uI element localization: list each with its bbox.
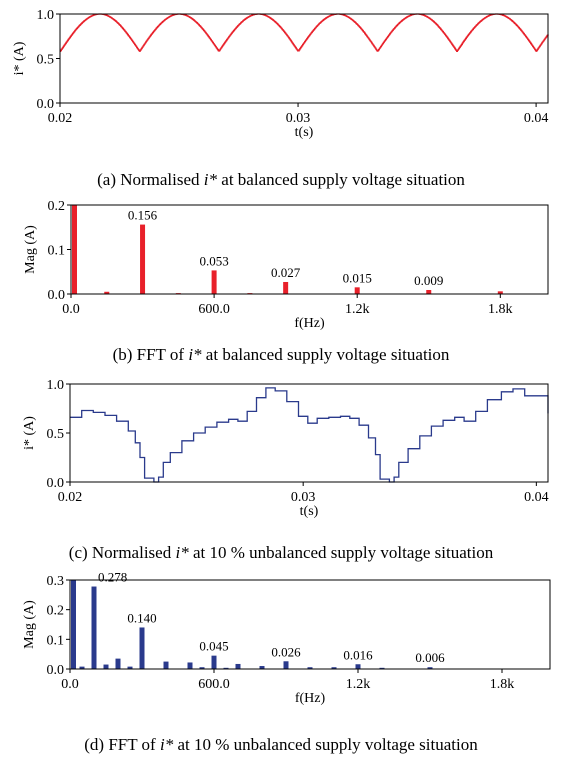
- chart-d-ytick-label: 0.3: [47, 574, 65, 589]
- chart-b-xtick-label: 0.0: [62, 302, 80, 317]
- chart-d-bar-1300hz: [379, 667, 385, 669]
- chart-b-data-label-1500hz: 0.009: [414, 273, 443, 288]
- caption-a: (a) Normalised i* at balanced supply vol…: [0, 170, 562, 190]
- caption-a-prefix: (a) Normalised: [97, 170, 204, 189]
- chart-a-ytick-label: 0.0: [37, 97, 55, 112]
- chart-c-series-line: [70, 387, 549, 483]
- chart-d-bar-500hz: [187, 662, 193, 669]
- caption-c: (c) Normalised i* at 10 % unbalanced sup…: [0, 543, 562, 563]
- chart-d-data-label-100hz: 0.278: [98, 570, 127, 585]
- chart-b-bar-900hz: [283, 281, 289, 294]
- chart-d-xtick-label: 600.0: [198, 677, 230, 692]
- chart-c-ytick-label: 1.0: [47, 378, 65, 393]
- chart-d-ytick-label: 0.0: [47, 663, 65, 678]
- chart-a-x-axis-label: t(s): [295, 125, 314, 140]
- chart-d-bar-1100hz: [331, 667, 337, 669]
- chart-d-data-label-900hz: 0.026: [271, 644, 301, 659]
- chart-c-xtick-label: 0.02: [58, 490, 83, 505]
- chart-a-xtick-label: 0.04: [524, 111, 549, 126]
- chart-b-bar-1800hz: [497, 291, 503, 294]
- chart-d-bar-1500hz: [427, 667, 433, 669]
- chart-d-bar-150hz: [103, 664, 109, 669]
- caption-b-suffix: at balanced supply voltage situation: [201, 345, 450, 364]
- chart-d-data-label-1200hz: 0.016: [343, 647, 373, 662]
- caption-b-prefix: (b) FFT of: [112, 345, 189, 364]
- chart-b-xtick-label: 1.2k: [345, 302, 370, 317]
- chart-d-y-axis-label: Mag (A): [22, 600, 37, 649]
- chart-d-bar-600hz: [211, 655, 217, 669]
- caption-d-suffix: at 10 % unbalanced supply voltage situat…: [173, 735, 478, 754]
- chart-a-series-line: [60, 13, 549, 53]
- chart-c-xtick-label: 0.04: [524, 490, 549, 505]
- chart-c-ytick-label: 0.0: [47, 476, 65, 491]
- chart-d-xtick-label: 1.8k: [490, 677, 515, 692]
- chart-b-bar-300hz: [140, 224, 146, 294]
- chart-b-ytick-label: 0.2: [48, 199, 66, 214]
- chart-d-bar-100hz: [91, 586, 97, 669]
- chart-a-ytick-label: 1.0: [37, 8, 55, 23]
- chart-d-data-label-300hz: 0.140: [127, 610, 156, 625]
- chart-a-xtick-label: 0.02: [48, 111, 73, 126]
- chart-d-ytick-label: 0.1: [47, 633, 65, 648]
- chart-b-bar-1500hz: [426, 289, 432, 294]
- caption-c-var: i*: [175, 543, 189, 562]
- caption-d: (d) FFT of i* at 10 % unbalanced supply …: [0, 735, 562, 755]
- chart-d-bar-550hz: [199, 667, 205, 669]
- chart-d-xtick-label: 1.2k: [346, 677, 371, 692]
- chart-b-bar-0hz: [72, 205, 77, 294]
- chart-b-bar-1200hz: [354, 287, 360, 294]
- chart-d-bar-800hz: [259, 666, 265, 669]
- caption-b-var: i*: [188, 345, 202, 364]
- chart-d-bar-250hz: [127, 666, 133, 669]
- chart-b-ytick-label: 0.0: [48, 288, 66, 303]
- chart-d-plot-frame: [69, 579, 551, 670]
- caption-a-var: i*: [203, 170, 218, 189]
- chart-b-y-axis-label: Mag (A): [23, 225, 38, 274]
- caption-a-suffix: at balanced supply voltage situation: [217, 170, 465, 189]
- chart-d-bar-200hz: [115, 658, 121, 669]
- chart-b-xtick-label: 1.8k: [488, 302, 513, 317]
- chart-d-bar-1000hz: [307, 667, 313, 669]
- chart-d-bar-700hz: [235, 663, 241, 669]
- chart-b-data-label-600hz: 0.053: [199, 253, 228, 268]
- chart-c-xtick-label: 0.03: [291, 490, 316, 505]
- chart-b-data-label-900hz: 0.027: [271, 265, 301, 280]
- caption-c-suffix: at 10 % unbalanced supply voltage situat…: [188, 543, 494, 562]
- chart-d-data-label-600hz: 0.045: [199, 639, 228, 654]
- chart-c-ytick-label: 0.5: [47, 427, 65, 442]
- caption-d-prefix: (d) FFT of: [84, 735, 160, 754]
- chart-d-bar-1200hz: [355, 664, 361, 669]
- chart-d-xtick-label: 0.0: [61, 677, 79, 692]
- chart-d-data-label-1500hz: 0.006: [415, 650, 445, 665]
- chart-c-x-axis-label: t(s): [300, 504, 319, 519]
- chart-c-y-axis-label: i* (A): [22, 416, 37, 450]
- chart-c-plot-frame: [69, 383, 549, 483]
- chart-a-xtick-label: 0.03: [286, 111, 311, 126]
- chart-b-bar-150hz: [104, 291, 110, 294]
- chart-b-bar-600hz: [211, 270, 217, 294]
- chart-b-data-label-1200hz: 0.015: [343, 270, 372, 285]
- chart-d-bar-0hz: [71, 580, 76, 669]
- caption-b: (b) FFT of i* at balanced supply voltage…: [0, 345, 562, 365]
- chart-a-y-axis-label: i* (A): [12, 41, 27, 75]
- chart-d-bar-650hz: [223, 667, 229, 669]
- chart-b-ytick-label: 0.1: [48, 244, 66, 259]
- caption-c-prefix: (c) Normalised: [68, 543, 176, 562]
- chart-d-bar-50hz: [79, 666, 85, 669]
- chart-b-data-label-300hz: 0.156: [128, 208, 158, 223]
- chart-b-x-axis-label: f(Hz): [294, 316, 325, 331]
- chart-d-bar-400hz: [163, 661, 169, 669]
- chart-d-ytick-label: 0.2: [47, 604, 65, 619]
- chart-d-bar-900hz: [283, 661, 289, 669]
- chart-b-xtick-label: 600.0: [198, 302, 230, 317]
- caption-d-var: i*: [159, 735, 174, 754]
- chart-d-x-axis-label: f(Hz): [295, 691, 326, 706]
- chart-d-bar-300hz: [139, 627, 145, 669]
- chart-a-ytick-label: 0.5: [37, 53, 55, 68]
